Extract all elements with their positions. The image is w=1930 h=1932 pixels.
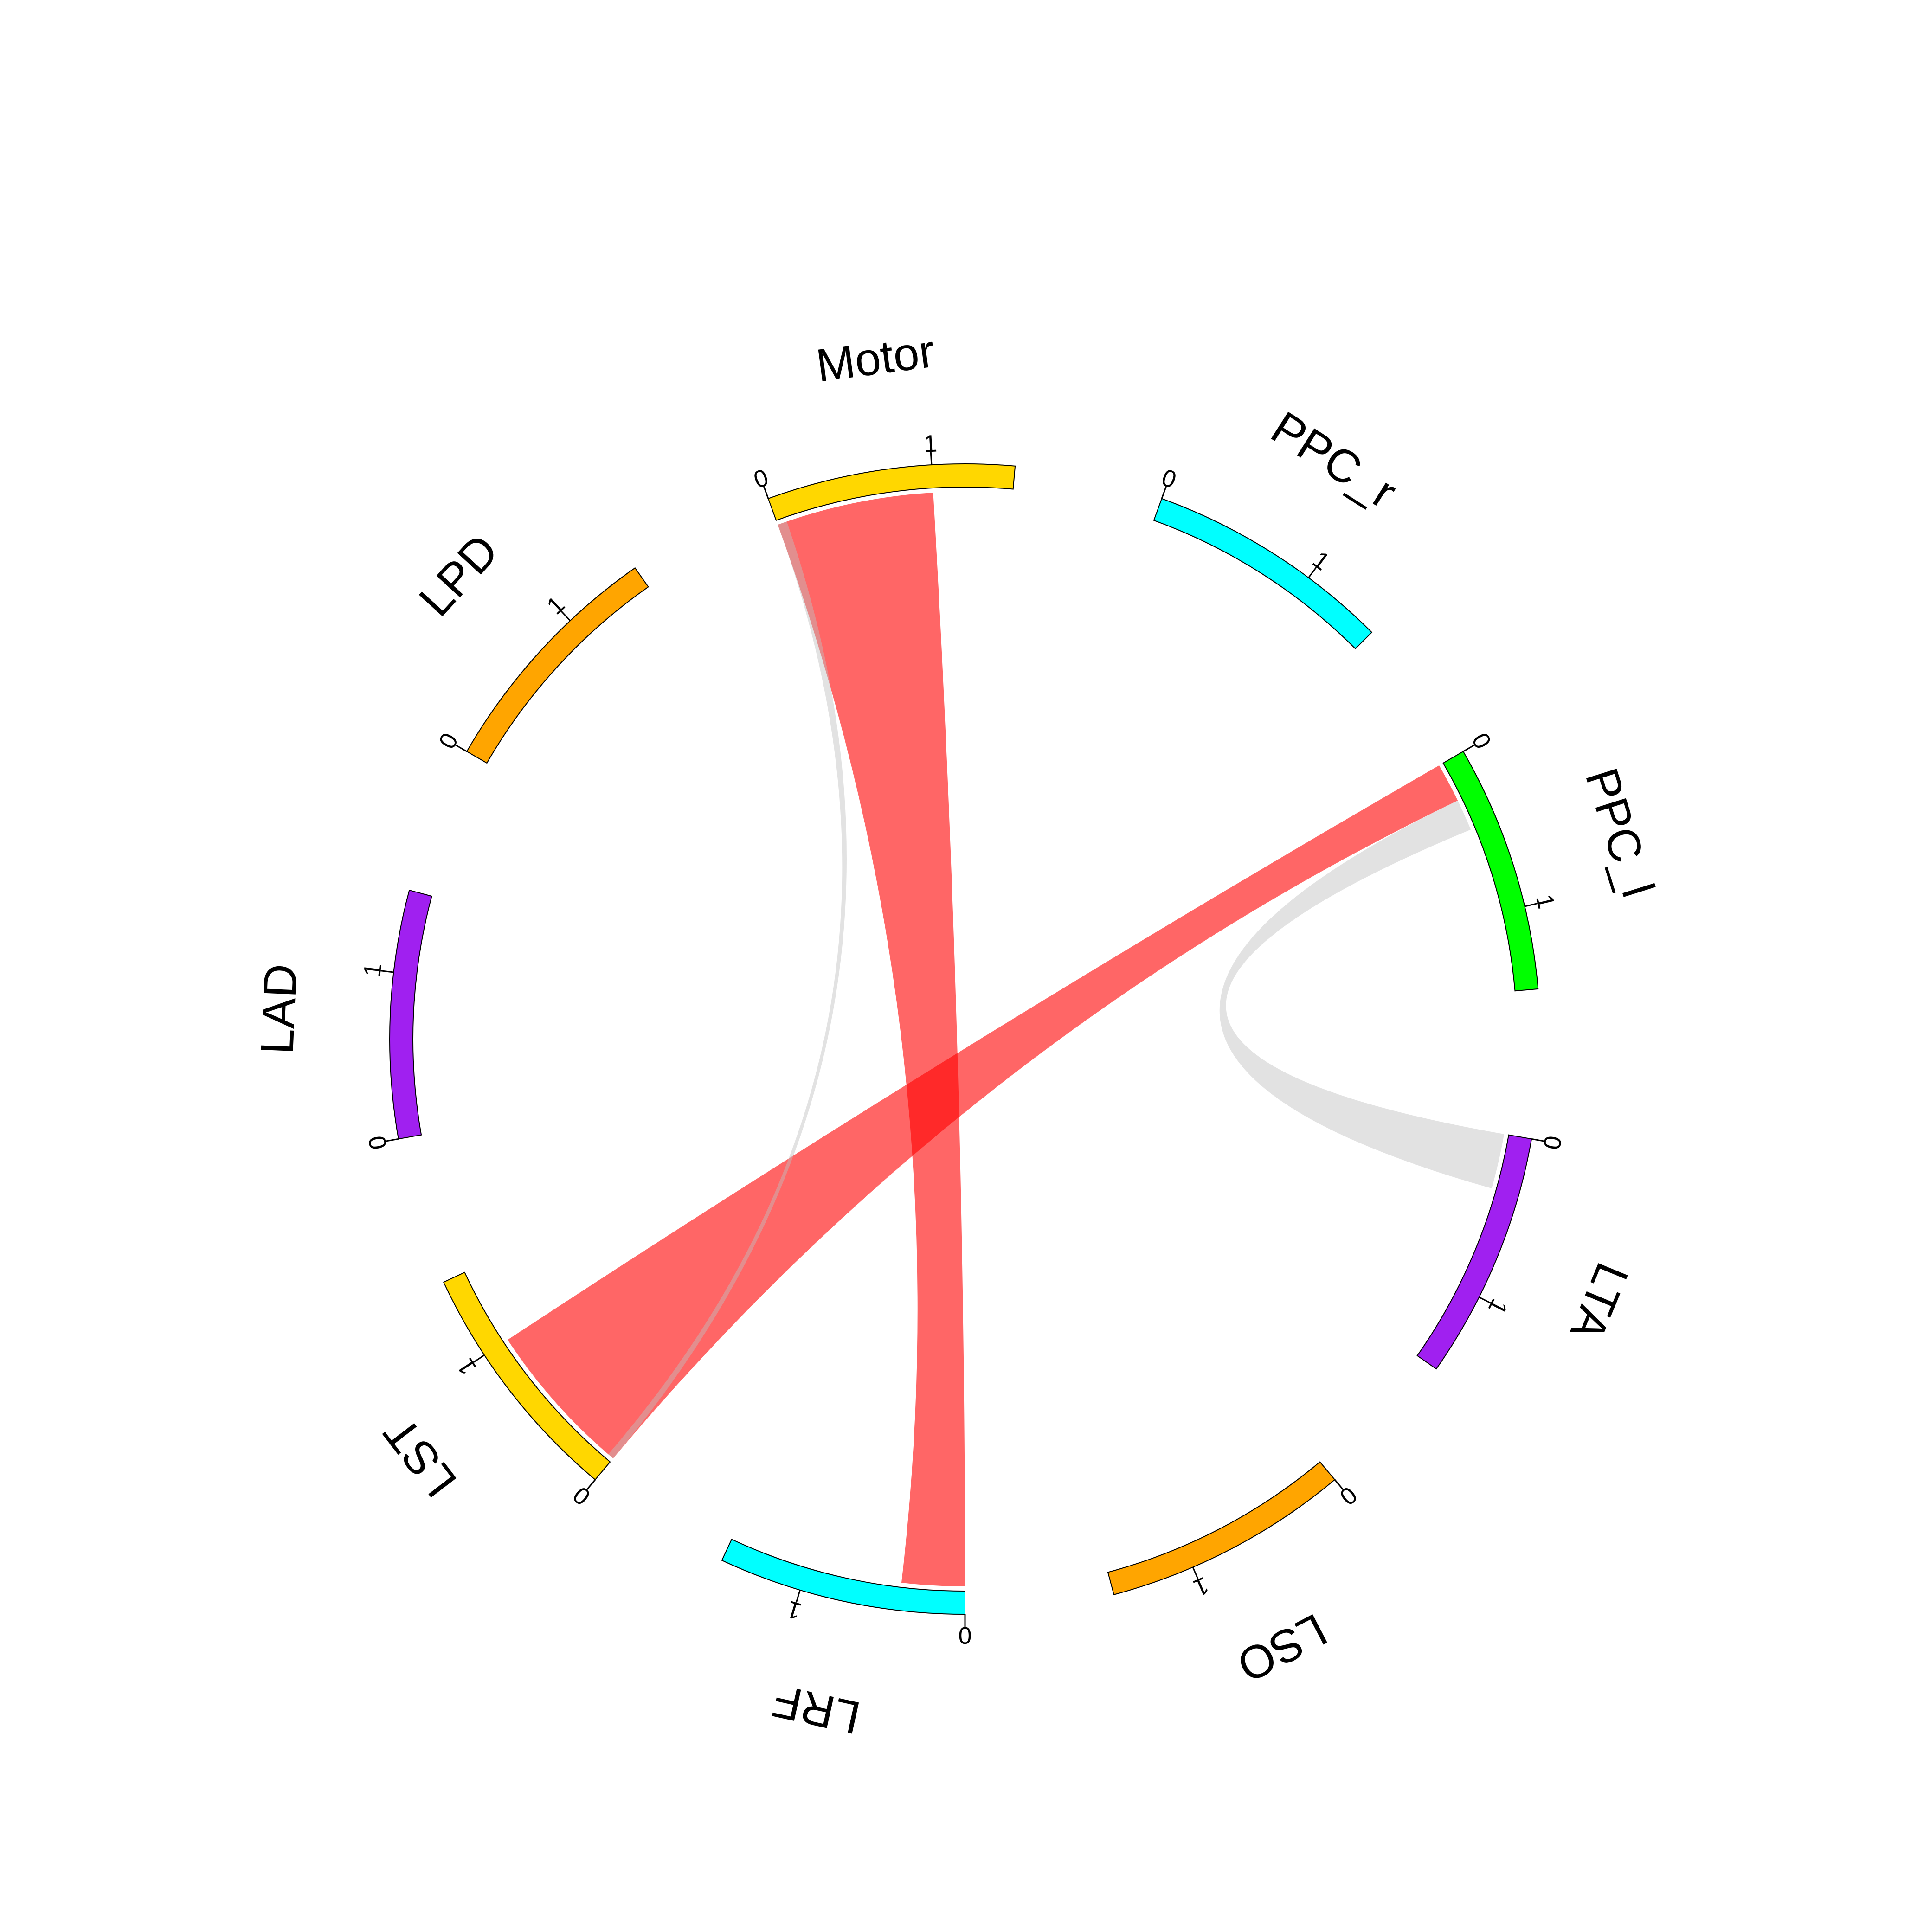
tick-mark-lst-0 xyxy=(586,1479,596,1490)
tick-label-ppc-r-1: 1 xyxy=(1307,546,1334,576)
sector-ppc-r xyxy=(1153,498,1373,649)
tick-mark-lta-0 xyxy=(1531,1138,1544,1142)
tick-label-lad-1: 1 xyxy=(359,962,387,978)
sector-lpd xyxy=(466,567,649,764)
sector-lrf xyxy=(721,1539,965,1615)
link-ppc-l-to-lst xyxy=(508,765,1458,1458)
tick-mark-lso-0 xyxy=(1334,1479,1344,1490)
tick-mark-ppc-l-0 xyxy=(1463,744,1475,752)
sector-label-lrf: LRF xyxy=(768,1675,865,1744)
tick-mark-lpd-1 xyxy=(560,610,571,622)
sector-ppc-l xyxy=(1442,751,1539,992)
tick-label-lso-0: 0 xyxy=(1334,1481,1362,1510)
tick-label-motor-1: 1 xyxy=(923,430,938,458)
sector-label-lta: LTA xyxy=(1560,1256,1638,1348)
tick-mark-lad-0 xyxy=(386,1138,399,1142)
sector-lst xyxy=(443,1271,611,1481)
tick-label-lta-1: 1 xyxy=(1483,1295,1513,1319)
tick-mark-ppc-l-1 xyxy=(1525,903,1538,907)
tick-label-ppc-l-0: 0 xyxy=(1466,728,1496,753)
tick-label-lrf-0: 0 xyxy=(959,1622,972,1649)
tick-mark-ppc-r-1 xyxy=(1308,567,1317,578)
tick-label-ppc-r-0: 0 xyxy=(1158,464,1180,494)
sector-label-lad: LAD xyxy=(251,963,307,1055)
tick-mark-lrf-1 xyxy=(795,1590,801,1603)
tick-mark-lta-1 xyxy=(1479,1297,1491,1304)
link-motor-to-lrf xyxy=(778,492,965,1586)
sector-label-lst: LST xyxy=(374,1407,467,1507)
sector-lta xyxy=(1416,1134,1532,1370)
tick-label-lrf-1: 1 xyxy=(784,1595,804,1625)
tick-label-lst-0: 0 xyxy=(568,1481,595,1510)
tick-mark-lst-1 xyxy=(473,1354,485,1363)
sector-label-lpd: LPD xyxy=(409,525,508,626)
tick-mark-motor-0 xyxy=(763,486,769,499)
links-layer xyxy=(508,492,1505,1586)
tick-label-ppc-l-1: 1 xyxy=(1531,892,1560,911)
sector-label-ppc-r: PPC_r xyxy=(1262,401,1406,519)
tick-label-lpd-0: 0 xyxy=(434,728,464,753)
sector-lso xyxy=(1107,1461,1336,1595)
sector-label-motor: Motor xyxy=(813,325,938,392)
tick-mark-lso-1 xyxy=(1192,1566,1199,1579)
tick-mark-lad-1 xyxy=(380,970,394,973)
tick-mark-motor-1 xyxy=(930,452,933,465)
tick-mark-ppc-r-0 xyxy=(1161,486,1167,499)
tick-label-lst-1: 1 xyxy=(452,1354,482,1380)
tick-label-motor-0: 0 xyxy=(750,464,772,494)
link-ppc-l-to-lta xyxy=(1219,800,1505,1188)
tick-label-lso-1: 1 xyxy=(1190,1572,1213,1602)
sectors-layer xyxy=(380,452,1544,1627)
sector-label-lso: LSO xyxy=(1229,1604,1335,1693)
sector-label-ppc-l: PPC_l xyxy=(1575,762,1664,903)
tick-label-lta-0: 0 xyxy=(1538,1134,1566,1152)
tick-mark-lpd-0 xyxy=(455,744,467,752)
sector-motor xyxy=(767,463,1016,521)
sector-lad xyxy=(389,889,432,1140)
tick-label-lad-0: 0 xyxy=(363,1134,392,1152)
